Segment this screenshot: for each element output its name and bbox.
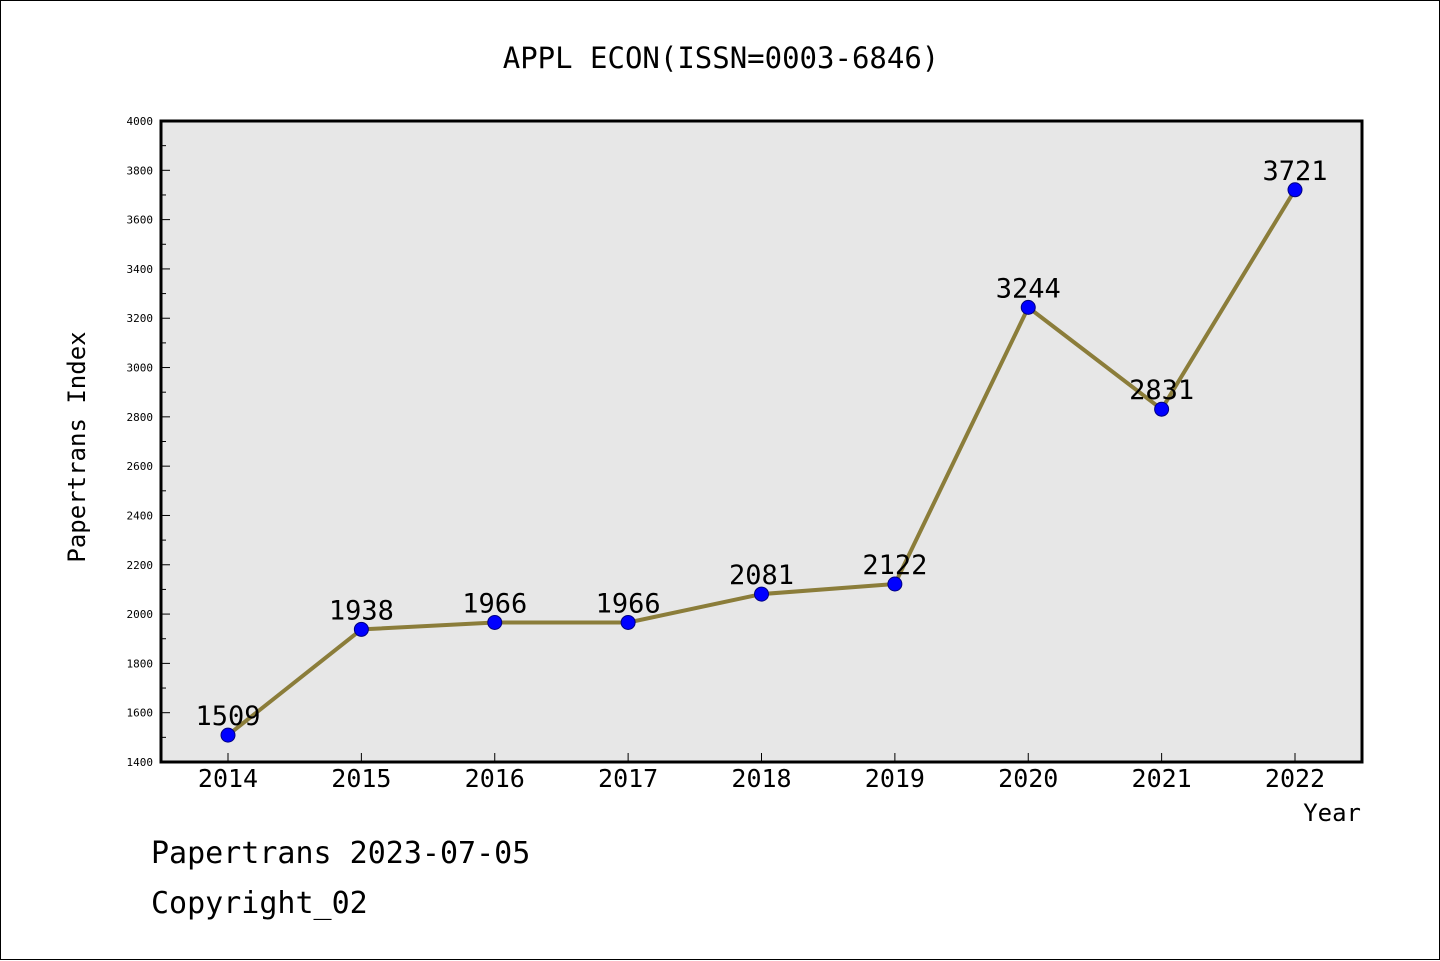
data-label: 1509 [195,701,260,732]
x-tick-label: 2019 [865,764,925,793]
data-label: 2081 [729,560,794,591]
footer-date: Papertrans 2023-07-05 [151,836,531,871]
y-tick-label: 3200 [127,312,154,325]
y-axis: 1400 1600 1800 2000 2200 2400 2600 2800 3000 3200… [127,115,170,769]
data-label: 3721 [1262,156,1327,187]
y-tick-label: 2400 [127,509,154,522]
footer-copyright: Copyright_02 [151,886,368,921]
x-axis: 2014 2015 2016 2017 2018 2019 2020 2021 2022 [198,753,1325,793]
y-tick-label: 4000 [127,115,154,128]
markers-group [220,182,1303,743]
chart-title: APPL ECON(ISSN=0003-6846) [503,41,940,75]
data-label: 1966 [462,588,527,619]
x-axis-title: Year [1303,799,1361,827]
x-tick-label: 2017 [598,764,658,793]
x-tick-label: 2018 [731,764,791,793]
data-point-marker [1020,299,1036,315]
y-tick-label: 2800 [127,411,154,424]
x-tick-label: 2022 [1265,764,1325,793]
y-tick-label: 1600 [127,707,154,720]
data-point-marker [1287,182,1303,198]
x-tick-label: 2015 [331,764,391,793]
y-tick-label: 3400 [127,263,154,276]
x-tick-label: 2021 [1132,764,1192,793]
data-point-marker [754,586,769,602]
x-tick-label: 2020 [998,764,1058,793]
y-tick-label: 1800 [127,657,154,670]
x-tick-label: 2016 [465,764,525,793]
y-tick-label: 2600 [127,460,154,473]
y-axis-title: Papertrans Index [63,331,91,562]
data-point-marker [620,614,636,630]
data-label: 2831 [1129,375,1194,406]
data-label: 1966 [596,588,661,619]
data-label: 3244 [996,273,1061,304]
y-tick-label: 3800 [127,164,154,177]
data-point-marker [487,614,503,630]
x-tick-label: 2014 [198,764,258,793]
plot-area [161,121,1362,762]
data-labels-group: 1509 1938 1966 1966 2081 2122 3244 2831 3721 [195,156,1327,732]
y-tick-label: 3600 [127,214,154,227]
data-label: 2122 [862,550,927,581]
y-tick-label: 3000 [127,362,154,375]
data-point-marker [887,576,903,592]
plot-frame [159,119,1364,764]
data-point-marker [1154,401,1170,417]
data-label: 1938 [329,595,394,626]
y-tick-label: 1400 [127,756,154,769]
data-point-marker [220,727,236,743]
y-tick-label: 2000 [127,608,154,621]
data-point-marker [353,621,369,637]
y-tick-label: 2200 [127,559,154,572]
